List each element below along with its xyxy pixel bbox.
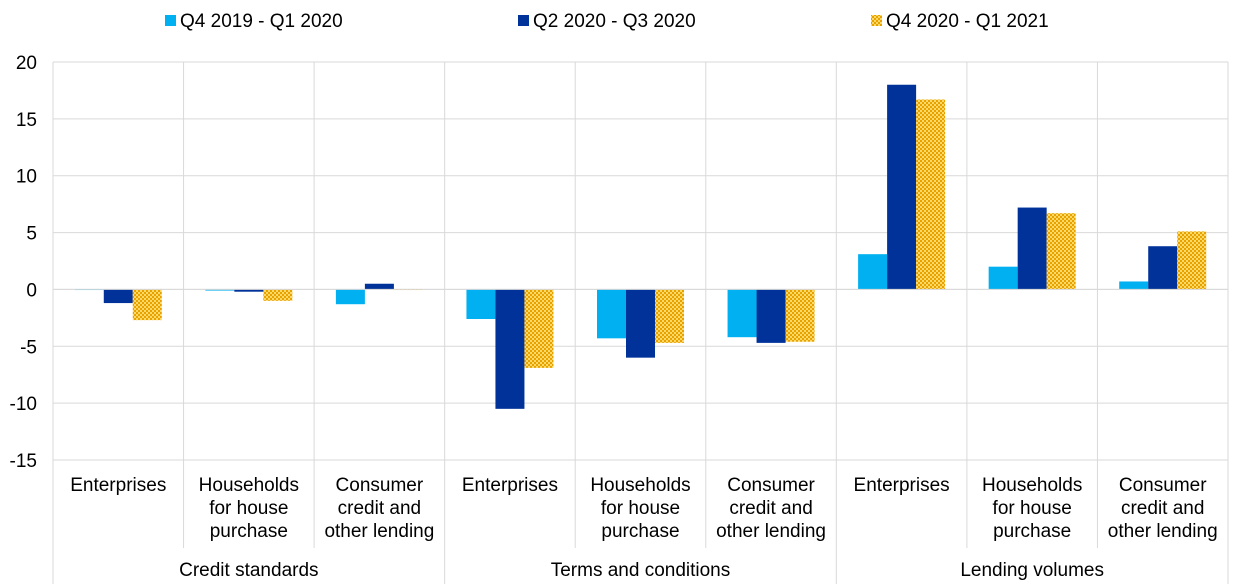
bar-series-3	[1046, 213, 1076, 290]
bar-series-2	[887, 84, 917, 290]
bar-series-1	[727, 289, 757, 338]
category-label: Enterprises	[854, 475, 950, 496]
bar-series-1	[597, 289, 626, 339]
category-label: Consumer credit and other lending	[324, 475, 434, 542]
bar-series-3	[524, 289, 554, 368]
legend-swatch	[165, 15, 176, 26]
bars	[74, 84, 1207, 409]
category-label: Consumer credit and other lending	[1108, 475, 1218, 542]
legend-label: Q4 2019 - Q1 2020	[180, 11, 343, 32]
bar-series-1	[466, 289, 496, 319]
group-label: Lending volumes	[960, 560, 1104, 581]
legend-swatch	[871, 15, 882, 26]
group-label: Terms and conditions	[551, 560, 731, 581]
category-label: Households for house purchase	[590, 475, 690, 542]
category-label: Enterprises	[462, 475, 558, 496]
bar-series-3	[785, 289, 815, 342]
legend: Q4 2019 - Q1 2020 Q2 2020 - Q3 2020 Q4 202…	[165, 11, 1049, 32]
legend-label: Q4 2020 - Q1 2021	[886, 11, 1049, 32]
bar-series-3	[132, 289, 162, 321]
y-tick-label: 10	[16, 167, 37, 188]
bar-series-1	[988, 266, 1018, 290]
y-tick-label: 5	[26, 224, 37, 245]
axes: 20 15 10 5 0 -5 -10 -15 Enterprises Enterprises En…	[10, 53, 1229, 584]
bar-series-3	[263, 289, 293, 301]
category-label: Households for house purchase	[199, 475, 299, 542]
bar-series-2	[626, 289, 655, 358]
bar-series-3	[916, 99, 946, 290]
bar-series-2	[234, 289, 264, 292]
y-tick-label: 0	[26, 280, 37, 301]
bar-series-2	[103, 289, 133, 304]
legend-swatch	[518, 15, 529, 26]
bar-series-2	[495, 289, 525, 409]
y-tick-label: -15	[10, 451, 37, 472]
bar-series-1	[205, 289, 235, 291]
bar-series-1	[858, 254, 888, 290]
bar-series-1	[335, 289, 365, 305]
bar-series-1	[1119, 281, 1149, 290]
y-tick-label: -10	[10, 394, 37, 415]
bar-series-2	[364, 283, 394, 290]
category-label: Enterprises	[70, 475, 166, 496]
bar-series-3	[1177, 231, 1207, 290]
category-label: Consumer credit and other lending	[716, 475, 826, 542]
y-tick-label: -5	[20, 337, 37, 358]
bar-series-2	[1148, 246, 1178, 290]
legend-label: Q2 2020 - Q3 2020	[533, 11, 696, 32]
bar-series-3	[655, 289, 684, 343]
bar-series-2	[1017, 207, 1047, 290]
y-tick-label: 20	[16, 53, 37, 74]
bar-series-2	[756, 289, 786, 343]
y-tick-label: 15	[16, 110, 37, 131]
group-label: Credit standards	[179, 560, 318, 581]
category-label: Households for house purchase	[982, 475, 1082, 542]
